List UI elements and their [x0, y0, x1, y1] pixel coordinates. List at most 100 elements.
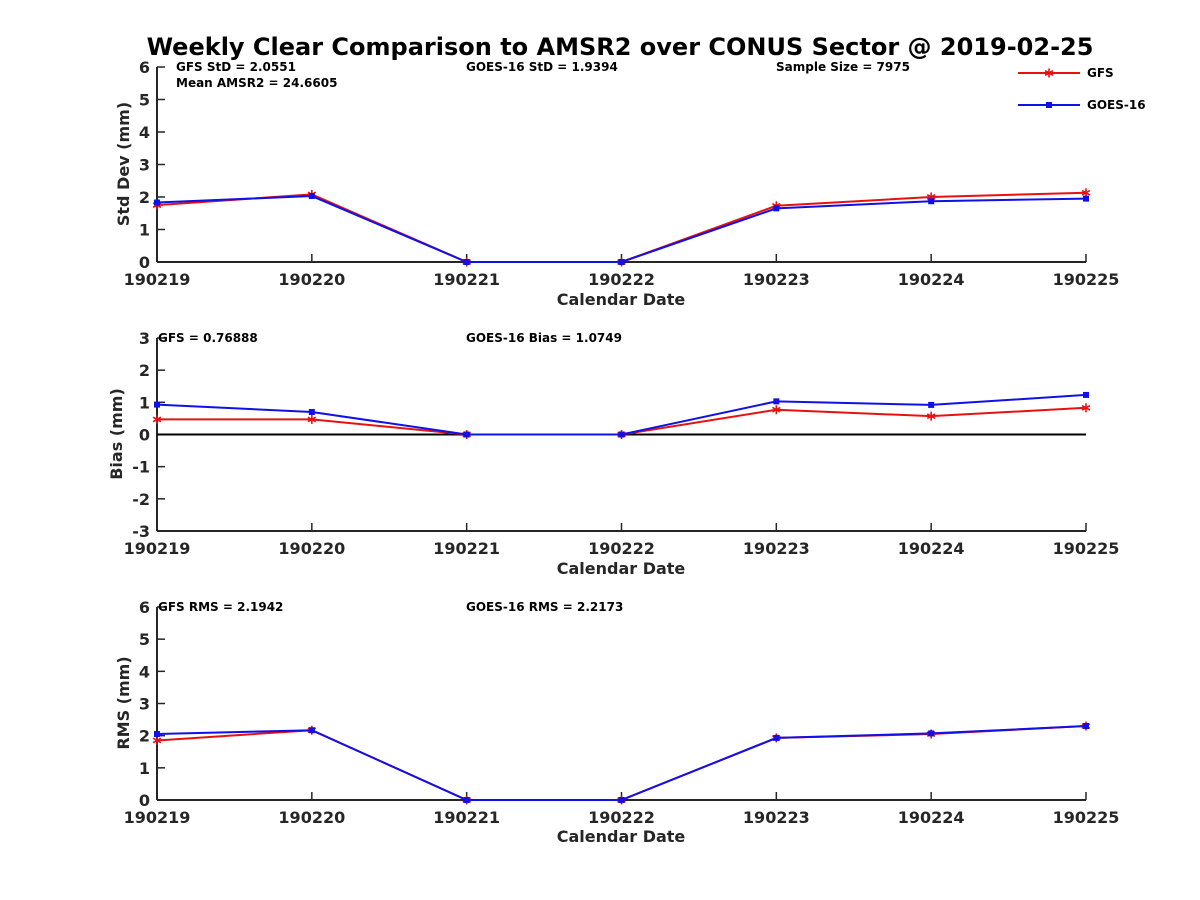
legend-label-gfs: GFS — [1087, 66, 1114, 80]
data-point-goes16 — [773, 398, 780, 405]
rms-annotation-goes16: GOES-16 RMS = 2.2173 — [466, 600, 623, 614]
y-tick-label: 1 — [139, 393, 150, 412]
x-tick-label: 190225 — [1053, 808, 1120, 827]
y-tick-label: 2 — [139, 361, 150, 380]
std-dev-y-ticks: 0 1 2 3 4 5 6 — [139, 58, 165, 272]
x-tick-label: 190221 — [433, 808, 500, 827]
data-point-goes16 — [618, 431, 625, 438]
bias-x-axis-label: Calendar Date — [557, 559, 686, 578]
y-tick-label: 2 — [139, 727, 150, 746]
std-dev-x-axis-label: Calendar Date — [557, 290, 686, 309]
x-tick-label: 190222 — [588, 539, 655, 558]
x-tick-label: 190224 — [898, 808, 965, 827]
bias-annotation-goes16: GOES-16 Bias = 1.0749 — [466, 331, 622, 345]
legend-entry-gfs: GFS — [1018, 66, 1114, 80]
x-tick-label: 190223 — [743, 539, 810, 558]
data-point-gfs — [152, 735, 162, 745]
y-tick-label: -3 — [132, 522, 150, 541]
y-tick-label: 1 — [139, 221, 150, 240]
std-dev-y-axis-label: Std Dev (mm) — [114, 102, 133, 226]
y-tick-label: 1 — [139, 759, 150, 778]
x-tick-label: 190222 — [588, 808, 655, 827]
data-point-goes16 — [1083, 391, 1089, 398]
data-point-goes16 — [928, 730, 935, 737]
data-point-goes16 — [463, 797, 470, 803]
bias-y-axis-label: Bias (mm) — [107, 388, 126, 480]
std-dev-annotation-gfs-std: GFS StD = 2.0551 — [176, 60, 296, 74]
bias-y-ticks: -3 -2 -1 0 1 2 3 — [132, 329, 165, 541]
series-line-gfs — [156, 725, 1087, 801]
rms-plot-area — [152, 607, 1091, 805]
data-point-goes16 — [773, 205, 780, 212]
legend-marker-goes16 — [1046, 102, 1052, 108]
y-tick-label: 2 — [139, 188, 150, 207]
y-tick-label: -1 — [132, 458, 150, 477]
x-tick-label: 190225 — [1053, 270, 1120, 289]
x-tick-label: 190223 — [743, 808, 810, 827]
legend-entry-goes16: GOES-16 — [1018, 98, 1146, 112]
data-point-goes16 — [463, 431, 470, 438]
x-tick-label: 190224 — [898, 539, 965, 558]
x-tick-label: 190223 — [743, 270, 810, 289]
y-tick-label: 3 — [139, 156, 150, 175]
x-tick-label: 190219 — [124, 808, 191, 827]
y-tick-label: 3 — [139, 695, 150, 714]
std-dev-annotation-sample-size: Sample Size = 7975 — [776, 60, 910, 74]
x-tick-label: 190220 — [278, 808, 345, 827]
data-point-goes16 — [618, 797, 625, 803]
x-tick-label: 190219 — [124, 270, 191, 289]
data-point-goes16 — [308, 727, 315, 734]
std-dev-annotation-mean-amsr2: Mean AMSR2 = 24.6605 — [176, 76, 337, 90]
legend: GFS GOES-16 — [1018, 66, 1146, 112]
data-point-goes16 — [154, 731, 160, 738]
series-line-goes16 — [156, 725, 1087, 801]
series-line-gfs — [156, 191, 1087, 263]
y-tick-label: -2 — [132, 490, 150, 509]
x-tick-label: 190221 — [433, 539, 500, 558]
data-point-goes16 — [308, 408, 315, 415]
data-point-goes16 — [618, 259, 625, 265]
std-dev-x-ticks: 190219 190220 190221 190222 190223 190224 1902… — [124, 254, 1120, 289]
std-dev-annotation-goes16-std: GOES-16 StD = 1.9394 — [466, 60, 618, 74]
y-tick-label: 6 — [139, 598, 150, 617]
rms-annotation-gfs: GFS RMS = 2.1942 — [158, 600, 283, 614]
data-point-goes16 — [928, 401, 935, 408]
y-tick-label: 4 — [139, 123, 150, 142]
data-point-goes16 — [154, 401, 160, 408]
rms-x-axis-label: Calendar Date — [557, 827, 686, 846]
x-tick-label: 190219 — [124, 539, 191, 558]
y-tick-label: 3 — [139, 329, 150, 348]
data-point-goes16 — [773, 734, 780, 741]
bias-x-ticks: 190219 190220 190221 190222 190223 190224 1902… — [124, 523, 1120, 558]
data-point-goes16 — [308, 193, 315, 200]
x-tick-label: 190220 — [278, 270, 345, 289]
bias-annotation-gfs: GFS = 0.76888 — [158, 331, 258, 345]
data-point-gfs — [1081, 403, 1091, 413]
data-point-goes16 — [463, 259, 470, 265]
x-tick-label: 190222 — [588, 270, 655, 289]
data-point-goes16 — [154, 199, 160, 206]
bias-plot-area — [152, 338, 1091, 532]
chart-title: Weekly Clear Comparison to AMSR2 over CO… — [147, 33, 1094, 61]
y-tick-label: 4 — [139, 662, 150, 681]
y-tick-label: 0 — [139, 426, 150, 445]
x-tick-label: 190224 — [898, 270, 965, 289]
data-point-gfs — [926, 411, 936, 421]
y-tick-label: 5 — [139, 91, 150, 110]
data-point-gfs — [307, 414, 317, 424]
legend-marker-gfs — [1044, 68, 1054, 78]
rms-x-ticks: 190219 190220 190221 190222 190223 190224 1902… — [124, 792, 1120, 827]
data-point-gfs — [772, 405, 781, 415]
y-tick-label: 0 — [139, 791, 150, 810]
std-dev-plot-area — [152, 67, 1091, 267]
x-tick-label: 190220 — [278, 539, 345, 558]
x-tick-label: 190221 — [433, 270, 500, 289]
y-tick-label: 0 — [139, 253, 150, 272]
rms-y-axis-label: RMS (mm) — [114, 656, 133, 749]
data-point-goes16 — [928, 198, 935, 205]
legend-label-goes16: GOES-16 — [1087, 98, 1146, 112]
data-point-gfs — [152, 414, 162, 424]
x-tick-label: 190225 — [1053, 539, 1120, 558]
